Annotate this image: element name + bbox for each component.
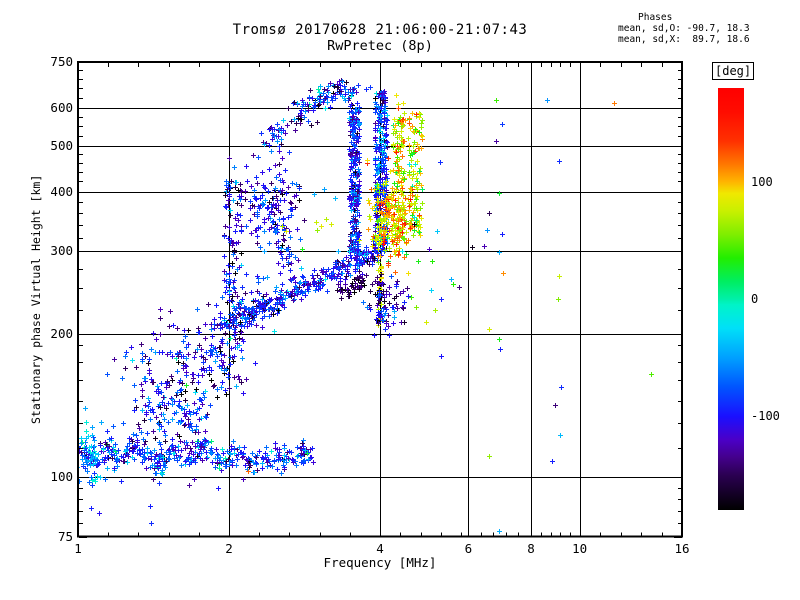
page-title: Tromsø 20170628 21:06:00-21:07:43 (232, 22, 528, 38)
y-tick-label-100: 100 (50, 469, 73, 485)
x-tick-label-4: 4 (376, 541, 384, 556)
colorbar-tick-label-0: 0 (751, 292, 759, 306)
y-tick-label-200: 200 (50, 326, 73, 342)
colorbar-tick-label--100: -100 (751, 409, 780, 424)
x-tick-label-8: 8 (527, 541, 535, 556)
x-tick-label-2: 2 (225, 541, 233, 556)
colorbar-gradient (718, 88, 744, 510)
y-axis-label: Stationary phase Virtual Height [km] (29, 174, 43, 425)
x-axis-label: Frequency [MHz] (323, 555, 437, 570)
y-tick-label-75: 75 (57, 528, 73, 544)
y-tick-label-600: 600 (50, 99, 73, 115)
stats-o-mode: mean, sd,O: -90.7, 18.3 (618, 23, 750, 34)
stats-x-mode: mean, sd,X: 89.7, 18.6 (618, 34, 750, 45)
y-tick-label-500: 500 (50, 137, 73, 153)
y-tick-label-750: 750 (50, 54, 73, 69)
colorbar-tick-label-100: 100 (751, 174, 773, 189)
y-tick-label-400: 400 (50, 183, 73, 199)
page-subtitle: RwPretec (8p) (327, 38, 433, 54)
stats-title: Phases (638, 12, 673, 23)
x-tick-label-1: 1 (74, 541, 82, 556)
y-tick-label-300: 300 (50, 242, 73, 258)
colorbar-unit-label: [deg] (712, 62, 755, 80)
phase-stats: Phases mean, sd,O: -90.7, 18.3 mean, sd,… (618, 12, 750, 45)
x-tick-label-6: 6 (464, 541, 473, 556)
x-tick-label-10: 10 (572, 541, 588, 556)
x-tick-label-16: 16 (674, 541, 690, 556)
